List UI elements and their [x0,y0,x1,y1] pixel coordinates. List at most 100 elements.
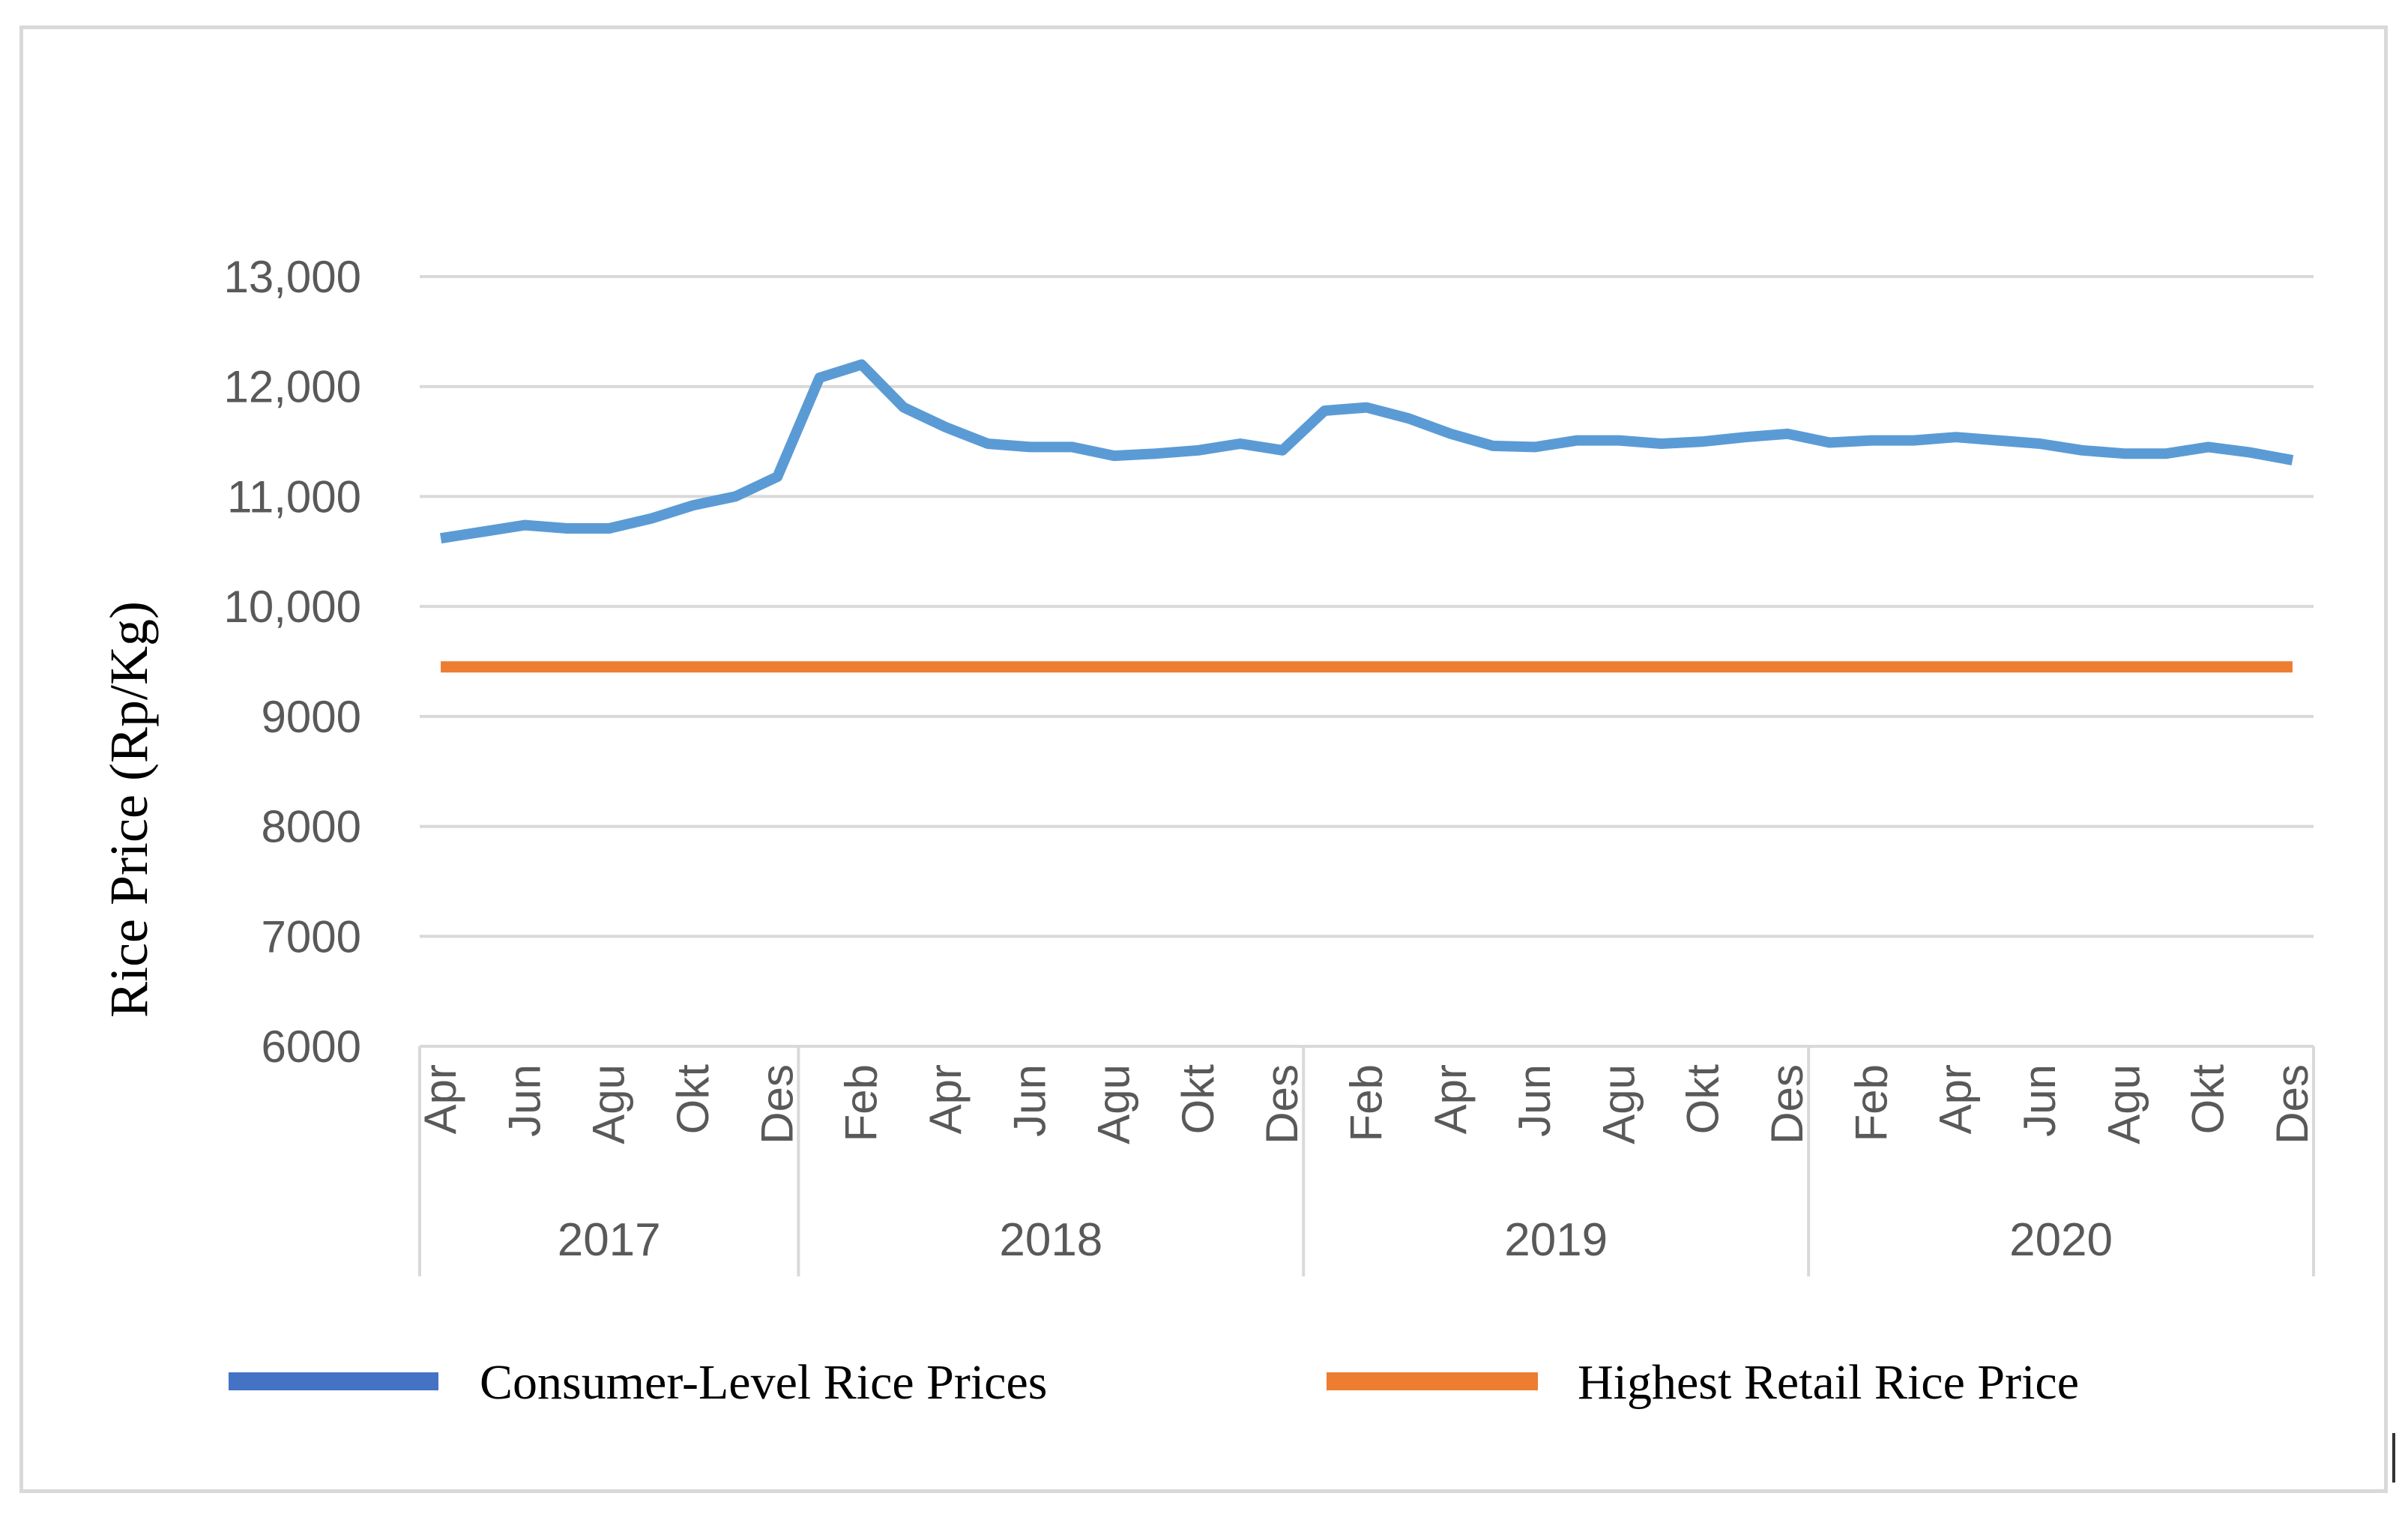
data-point-s0-2019-07 [1575,439,1578,442]
y-tick-label-8000: 8000 [262,802,361,852]
x-tick-label-14: Agu [1593,1064,1644,1144]
data-point-s0-2020-03 [1913,439,1916,442]
x-tick-label-18: Apr [1931,1064,1981,1134]
data-point-s0-2020-09 [2165,452,2168,455]
data-point-s0-2018-01 [818,376,821,379]
data-point-s0-2019-04 [1449,432,1452,435]
data-point-s1-2018-12 [1281,666,1284,669]
data-point-s1-2017-07 [566,666,569,669]
data-point-s0-2017-12 [776,475,779,478]
x-tick-label-22: Des [2267,1064,2317,1144]
data-point-s1-2020-01 [1828,666,1831,669]
data-point-s1-2020-10 [2207,666,2210,669]
x-tick-label-13: Jun [1509,1064,1560,1137]
data-point-s0-2017-05 [481,530,484,533]
x-tick-label-20: Agu [2098,1064,2149,1144]
data-point-s0-2019-03 [1407,417,1410,420]
chart-frame [19,25,2388,1493]
data-point-s0-2018-02 [860,363,863,366]
data-point-s1-2017-05 [481,666,484,669]
data-point-s0-2019-05 [1491,444,1494,447]
data-point-s1-2020-03 [1913,666,1916,669]
x-tick-label-2: Agu [584,1064,634,1144]
data-point-s1-2018-11 [1239,666,1242,669]
x-tick-label-17: Feb [1846,1064,1896,1141]
data-point-s0-2020-01 [1828,441,1831,444]
data-point-s1-2019-07 [1575,666,1578,669]
data-point-s0-2018-03 [902,406,905,409]
data-point-s0-2018-11 [1239,442,1242,445]
x-tick-label-0: Apr [415,1064,465,1134]
data-point-s1-2020-05 [1997,666,2000,669]
data-point-s0-2017-08 [608,527,611,530]
legend-label-highest-retail-price: Highest Retail Rice Price [1578,1355,2079,1410]
data-point-s1-2019-05 [1491,666,1494,669]
data-point-s0-2017-09 [650,517,653,520]
y-axis-tick-labels: 6000 7000 8000 9000 10,000 11,000 12,000 13,000 [223,252,361,1072]
data-point-s1-2017-04 [439,666,442,669]
data-point-s0-2018-12 [1281,449,1284,452]
x-tick-label-15: Okt [1678,1064,1728,1135]
x-tick-label-19: Jun [2015,1064,2065,1137]
y-tick-label-11000: 11,000 [227,471,361,522]
year-label-2020: 2020 [2009,1214,2113,1266]
data-point-s0-2018-10 [1197,449,1200,452]
x-tick-label-11: Feb [1342,1064,1392,1141]
gridlines [420,275,2314,938]
y-tick-label-13000: 13,000 [223,252,361,302]
data-point-s1-2020-04 [1955,666,1958,669]
y-tick-label-10000: 10,000 [223,582,361,632]
legend: Consumer-Level Rice Prices Highest Retai… [229,1355,2079,1410]
x-tick-label-3: Okt [668,1064,718,1135]
data-point-s1-2019-06 [1533,666,1536,669]
data-point-s1-2018-07 [1070,666,1073,669]
data-point-s1-2020-06 [2039,666,2042,669]
x-tick-label-4: Des [752,1064,802,1144]
data-point-s0-2019-01 [1323,409,1326,412]
data-point-s0-2020-11 [2249,451,2252,454]
x-tick-label-6: Apr [920,1064,971,1134]
data-point-s0-2017-04 [439,537,442,540]
data-point-s0-2019-10 [1702,440,1705,443]
y-tick-label-6000: 6000 [262,1022,361,1072]
data-point-s0-2019-08 [1617,439,1620,442]
x-tick-label-8: Agu [1089,1064,1139,1144]
x-tick-label-9: Okt [1173,1064,1223,1135]
data-point-s0-2017-10 [692,504,695,507]
legend-label-consumer-prices: Consumer-Level Rice Prices [480,1355,1047,1410]
data-point-s0-2019-06 [1533,445,1536,448]
data-point-s1-2020-02 [1870,666,1873,669]
x-tick-label-10: Des [1257,1064,1307,1144]
x-tick-label-16: Des [1762,1064,1812,1144]
x-tick-label-12: Apr [1425,1064,1476,1134]
data-point-s1-2018-01 [818,666,821,669]
data-point-s1-2018-03 [902,666,905,669]
data-point-s1-2017-11 [734,666,737,669]
x-tick-label-21: Okt [2183,1064,2233,1135]
data-point-s1-2019-10 [1702,666,1705,669]
year-label-2017: 2017 [558,1214,661,1266]
border-tick-mark [2392,1433,2395,1483]
year-label-2018: 2018 [999,1214,1102,1266]
data-point-s0-2018-06 [1028,445,1031,448]
data-point-s0-2019-12 [1786,432,1789,435]
data-point-s1-2017-09 [650,666,653,669]
data-point-s1-2019-03 [1407,666,1410,669]
x-axis: Apr Jun Agu Okt Des Feb Apr Jun Agu Okt Des Feb Apr J… [415,1045,2317,1276]
x-tick-label-5: Feb [836,1064,887,1141]
series-line-0 [440,359,2294,544]
data-point-s1-2018-05 [986,666,989,669]
data-point-s1-2018-10 [1197,666,1200,669]
data-point-s1-2020-08 [2122,666,2125,669]
data-point-s0-2019-02 [1366,406,1369,409]
data-point-s1-2018-08 [1113,666,1116,669]
y-tick-label-7000: 7000 [262,911,361,962]
data-point-s1-2019-11 [1744,666,1747,669]
data-point-s1-2017-12 [776,666,779,669]
data-point-s0-2018-09 [1155,452,1158,455]
data-point-s0-2017-11 [734,495,737,498]
data-point-s1-2020-11 [2249,666,2252,669]
data-point-s1-2018-02 [860,666,863,669]
data-point-s0-2019-11 [1744,435,1747,438]
data-point-s0-2020-04 [1955,435,1958,438]
